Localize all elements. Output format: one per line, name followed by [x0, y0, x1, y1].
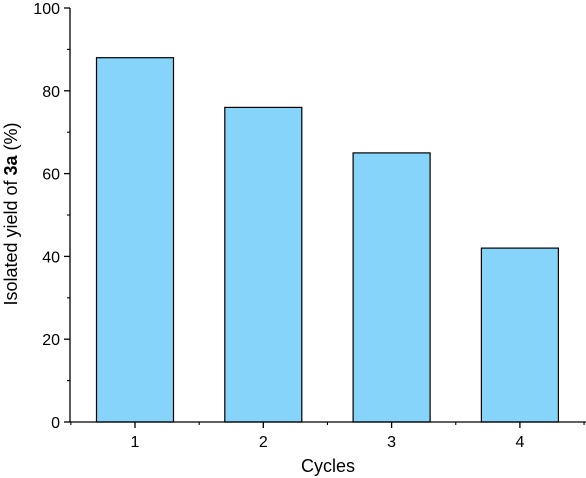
y-axis-title-suffix: (%): [1, 122, 21, 155]
axes-group: 0 20 40 60 80 100 1 2 3 4: [33, 1, 586, 451]
y-axis-title: Isolated yield of 3a (%): [1, 122, 21, 305]
x-tick-label: 3: [387, 434, 396, 451]
bar-cycle-4: [480, 247, 559, 423]
x-tick-label: 1: [131, 434, 140, 451]
bar-cycle-1: [95, 57, 175, 423]
y-tick-label: 100: [33, 1, 60, 18]
x-tick-label: 2: [259, 434, 268, 451]
y-tick-label: 0: [51, 415, 60, 432]
bar-cycle-2: [224, 106, 303, 423]
y-tick-label: 60: [42, 167, 60, 184]
y-tick-label: 80: [42, 84, 60, 101]
y-tick-label: 20: [42, 332, 60, 349]
bar-cycle-3: [352, 152, 431, 423]
y-axis-title-prefix: Isolated yield of: [1, 175, 21, 305]
y-axis-title-compound: 3a: [1, 154, 21, 175]
bars-group: [95, 57, 559, 423]
y-tick-label: 40: [42, 249, 60, 266]
x-tick-label: 4: [515, 434, 524, 451]
x-axis-title: Cycles: [301, 456, 355, 476]
